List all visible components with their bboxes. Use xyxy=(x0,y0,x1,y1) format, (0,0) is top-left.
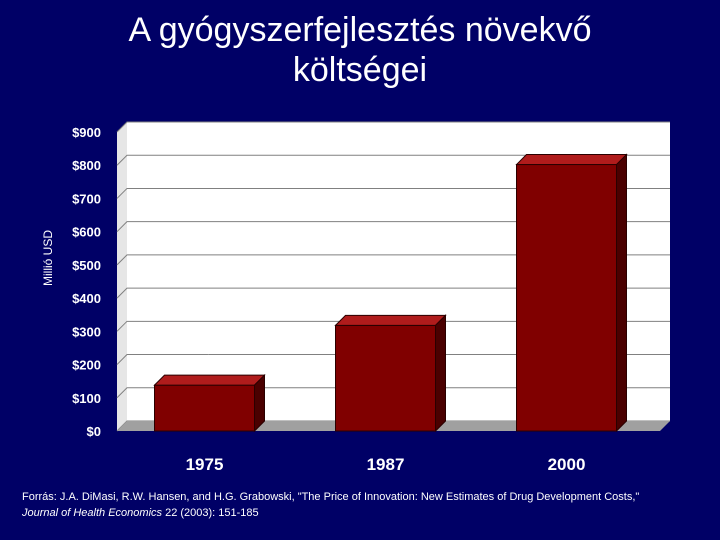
bar-top xyxy=(334,314,447,326)
bar-top xyxy=(153,374,266,386)
data-label: $318 xyxy=(385,292,423,311)
gridline xyxy=(116,387,670,399)
bar-top xyxy=(515,154,628,166)
gridline xyxy=(116,254,670,266)
bar-side xyxy=(435,314,446,433)
source-citation: Forrás: J.A. DiMasi, R.W. Hansen, and H.… xyxy=(22,489,712,521)
source-line1: Forrás: J.A. DiMasi, R.W. Hansen, and H.… xyxy=(22,491,640,503)
gridline xyxy=(116,154,670,166)
y-tick-label: $100 xyxy=(72,391,101,406)
chart-title: A gyógyszerfejlesztés növekvő költségei xyxy=(0,10,720,90)
chart-title-line1: A gyógyszerfejlesztés növekvő xyxy=(128,11,592,49)
bar xyxy=(154,384,255,432)
data-label: $802 xyxy=(566,132,604,151)
x-tick-label: 2000 xyxy=(548,455,586,474)
bar xyxy=(335,324,436,432)
source-line2: Journal of Health Economics 22 (2003): 1… xyxy=(22,505,712,521)
bar xyxy=(516,164,617,432)
source-rest: 22 (2003): 151-185 xyxy=(162,507,259,519)
gridline xyxy=(116,320,670,332)
y-tick-label: $0 xyxy=(87,424,101,439)
gridline xyxy=(116,354,670,365)
x-tick-label: 1975 xyxy=(186,455,224,474)
gridline xyxy=(116,187,670,199)
gridline xyxy=(116,287,670,299)
gridline xyxy=(116,121,670,133)
bar-side xyxy=(616,153,627,433)
gridline xyxy=(116,221,670,233)
y-tick-label: $600 xyxy=(72,225,101,240)
y-tick-label: $400 xyxy=(72,291,101,306)
y-tick-label: $800 xyxy=(72,158,101,173)
source-journal: Journal of Health Economics xyxy=(22,507,163,519)
y-tick-label: $500 xyxy=(72,258,101,273)
bar-side xyxy=(254,373,265,433)
plot-left-wall xyxy=(117,122,127,431)
data-label: $138 xyxy=(204,352,242,371)
y-tick-label: $200 xyxy=(72,358,101,373)
y-tick-label: $300 xyxy=(72,324,101,339)
y-tick-label: $700 xyxy=(72,191,101,206)
chart-title-line2: költségei xyxy=(292,51,428,89)
y-tick-label: $900 xyxy=(72,125,101,140)
x-tick-label: 1987 xyxy=(367,455,405,474)
